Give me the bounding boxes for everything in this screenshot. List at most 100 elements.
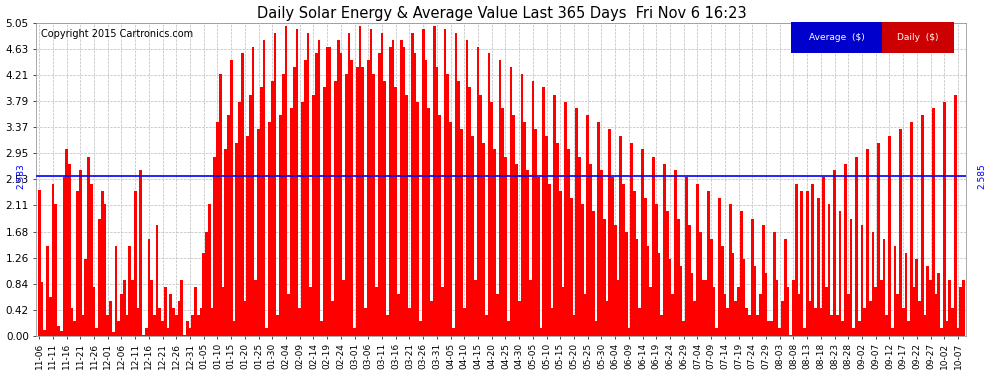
Bar [595, 321, 597, 336]
Bar [120, 294, 123, 336]
Bar [597, 122, 600, 336]
Bar [326, 46, 329, 336]
Bar [532, 81, 535, 336]
Bar [855, 157, 858, 336]
Bar [852, 328, 855, 336]
Bar [353, 328, 356, 336]
Bar [515, 164, 518, 336]
Bar [550, 308, 553, 336]
Bar [823, 177, 825, 336]
Bar [47, 246, 49, 336]
Bar [194, 287, 197, 336]
Bar [951, 308, 954, 336]
Bar [512, 115, 515, 336]
Bar [809, 301, 811, 336]
Bar [828, 204, 831, 336]
Bar [564, 102, 567, 336]
Bar [73, 321, 76, 336]
Bar [781, 301, 784, 336]
Bar [95, 328, 98, 336]
Bar [745, 308, 748, 336]
Bar [279, 115, 282, 336]
Bar [671, 294, 674, 336]
Bar [655, 204, 657, 336]
Bar [155, 225, 158, 336]
Bar [222, 287, 225, 336]
Bar [454, 33, 457, 336]
Bar [507, 321, 510, 336]
Bar [622, 184, 625, 336]
Bar [880, 280, 882, 336]
Bar [340, 53, 343, 336]
Bar [860, 225, 863, 336]
Bar [137, 308, 140, 336]
Bar [364, 308, 367, 336]
Bar [792, 280, 795, 336]
Bar [419, 321, 422, 336]
Bar [702, 280, 704, 336]
Bar [869, 301, 871, 336]
Bar [153, 315, 155, 336]
Bar [956, 328, 959, 336]
Bar [118, 321, 120, 336]
Bar [68, 164, 70, 336]
Bar [276, 315, 279, 336]
Bar [251, 46, 254, 336]
Bar [329, 46, 332, 336]
Bar [389, 46, 392, 336]
Bar [356, 67, 358, 336]
Bar [323, 87, 326, 336]
Bar [817, 198, 820, 336]
Bar [842, 321, 844, 336]
Bar [334, 81, 337, 336]
Bar [468, 87, 471, 336]
Bar [636, 239, 639, 336]
Bar [304, 60, 307, 336]
Bar [287, 294, 290, 336]
Bar [529, 280, 532, 336]
Bar [268, 122, 271, 336]
Bar [644, 198, 646, 336]
Bar [849, 219, 852, 336]
Bar [556, 142, 559, 336]
Bar [439, 115, 441, 336]
Bar [230, 60, 233, 336]
Bar [227, 115, 230, 336]
Bar [600, 170, 603, 336]
Bar [729, 204, 732, 336]
Bar [704, 280, 707, 336]
Bar [405, 95, 408, 336]
Bar [249, 95, 251, 336]
Bar [727, 308, 729, 336]
Bar [543, 87, 545, 336]
Bar [93, 287, 95, 336]
Bar [257, 129, 260, 336]
Bar [524, 122, 526, 336]
Bar [191, 315, 194, 336]
Bar [465, 40, 468, 336]
Bar [115, 246, 118, 336]
Bar [54, 204, 57, 336]
Bar [732, 253, 735, 336]
FancyBboxPatch shape [791, 21, 882, 53]
Bar [696, 184, 699, 336]
Bar [877, 142, 880, 336]
Bar [285, 26, 287, 336]
Bar [924, 315, 927, 336]
Bar [161, 321, 164, 336]
Text: Copyright 2015 Cartronics.com: Copyright 2015 Cartronics.com [42, 29, 193, 39]
Bar [561, 287, 564, 336]
Bar [606, 301, 608, 336]
Bar [718, 198, 721, 336]
Bar [713, 287, 716, 336]
Bar [142, 335, 145, 336]
Bar [296, 29, 298, 336]
Bar [942, 102, 945, 336]
Bar [927, 266, 930, 336]
Bar [315, 53, 318, 336]
Bar [660, 315, 663, 336]
Bar [403, 46, 405, 336]
Bar [189, 328, 191, 336]
Bar [106, 315, 109, 336]
Text: 2.583: 2.583 [16, 163, 26, 189]
